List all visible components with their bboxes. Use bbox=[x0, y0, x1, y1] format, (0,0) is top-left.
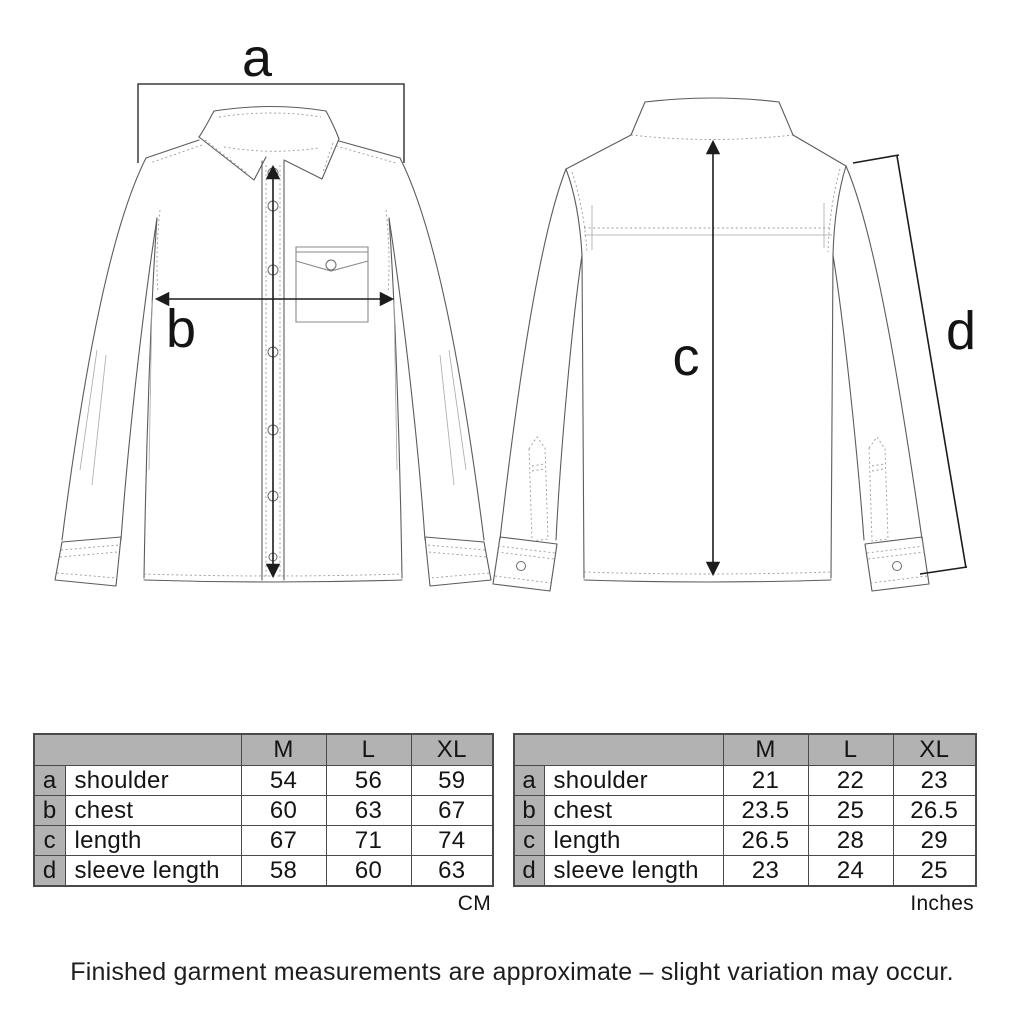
back-shirt-drawing bbox=[492, 97, 930, 592]
front-shirt-drawing bbox=[54, 105, 492, 587]
table-corner-cell bbox=[33, 733, 242, 766]
table-header-row: M L XL bbox=[33, 733, 494, 766]
row-label: shoulder bbox=[64, 765, 242, 796]
table-header-row: M L XL bbox=[513, 733, 977, 766]
chest-pocket bbox=[295, 246, 369, 323]
table-row-chest: b chest 60 63 67 bbox=[33, 795, 494, 826]
cell-value: 60 bbox=[240, 795, 327, 826]
cell-value: 56 bbox=[325, 765, 412, 796]
cell-value: 54 bbox=[240, 765, 327, 796]
size-table-inches-grid: M L XL a shoulder 21 22 23 b chest 23.5 … bbox=[513, 733, 977, 887]
table-row-chest: b chest 23.5 25 26.5 bbox=[513, 795, 977, 826]
col-header-m: M bbox=[722, 733, 809, 766]
row-key: c bbox=[513, 825, 545, 856]
row-label: length bbox=[64, 825, 242, 856]
table-row-sleeve-length: d sleeve length 58 60 63 bbox=[33, 855, 494, 887]
sleeve-length-line bbox=[852, 154, 968, 575]
dimension-label-c: c bbox=[673, 327, 700, 387]
dimension-label-b: b bbox=[166, 299, 196, 359]
size-diagram: a b c d bbox=[54, 28, 976, 592]
row-label: chest bbox=[64, 795, 242, 826]
cell-value: 74 bbox=[410, 825, 494, 856]
row-key: d bbox=[33, 855, 66, 887]
row-key: a bbox=[513, 765, 545, 796]
dimension-annotations: a b c d bbox=[137, 28, 976, 579]
table-row-shoulder: a shoulder 21 22 23 bbox=[513, 765, 977, 796]
cell-value: 25 bbox=[892, 855, 977, 887]
shoulder-width-bracket bbox=[137, 83, 405, 163]
row-label: shoulder bbox=[543, 765, 724, 796]
table-row-length: c length 67 71 74 bbox=[33, 825, 494, 856]
row-key: c bbox=[33, 825, 66, 856]
row-key: b bbox=[33, 795, 66, 826]
table-corner-cell bbox=[513, 733, 724, 766]
table-row-sleeve-length: d sleeve length 23 24 25 bbox=[513, 855, 977, 887]
unit-label-inches: Inches bbox=[910, 892, 974, 915]
col-header-xl: XL bbox=[410, 733, 494, 766]
unit-label-cm: CM bbox=[457, 892, 491, 915]
row-label: sleeve length bbox=[64, 855, 242, 887]
cell-value: 63 bbox=[410, 855, 494, 887]
cell-value: 67 bbox=[410, 795, 494, 826]
dimension-label-d: d bbox=[946, 301, 976, 361]
cell-value: 23.5 bbox=[722, 795, 809, 826]
cell-value: 23 bbox=[892, 765, 977, 796]
cell-value: 29 bbox=[892, 825, 977, 856]
cell-value: 23 bbox=[722, 855, 809, 887]
cell-value: 24 bbox=[807, 855, 894, 887]
row-key: d bbox=[513, 855, 545, 887]
footer-note: Finished garment measurements are approx… bbox=[70, 958, 954, 986]
cell-value: 28 bbox=[807, 825, 894, 856]
row-key: a bbox=[33, 765, 66, 796]
size-table-cm: M L XL a shoulder 54 56 59 b chest 60 63… bbox=[33, 733, 494, 916]
row-key: b bbox=[513, 795, 545, 826]
cell-value: 26.5 bbox=[722, 825, 809, 856]
size-table-inches: M L XL a shoulder 21 22 23 b chest 23.5 … bbox=[513, 733, 977, 916]
cell-value: 58 bbox=[240, 855, 327, 887]
cell-value: 26.5 bbox=[892, 795, 977, 826]
col-header-l: L bbox=[807, 733, 894, 766]
col-header-m: M bbox=[240, 733, 327, 766]
cell-value: 60 bbox=[325, 855, 412, 887]
row-label: sleeve length bbox=[543, 855, 724, 887]
dimension-label-a: a bbox=[242, 28, 273, 88]
cell-value: 22 bbox=[807, 765, 894, 796]
col-header-l: L bbox=[325, 733, 412, 766]
cell-value: 63 bbox=[325, 795, 412, 826]
cell-value: 21 bbox=[722, 765, 809, 796]
cell-value: 71 bbox=[325, 825, 412, 856]
size-table-cm-grid: M L XL a shoulder 54 56 59 b chest 60 63… bbox=[33, 733, 494, 887]
table-row-shoulder: a shoulder 54 56 59 bbox=[33, 765, 494, 796]
cell-value: 25 bbox=[807, 795, 894, 826]
cell-value: 67 bbox=[240, 825, 327, 856]
row-label: chest bbox=[543, 795, 724, 826]
col-header-xl: XL bbox=[892, 733, 977, 766]
row-label: length bbox=[543, 825, 724, 856]
cell-value: 59 bbox=[410, 765, 494, 796]
table-row-length: c length 26.5 28 29 bbox=[513, 825, 977, 856]
